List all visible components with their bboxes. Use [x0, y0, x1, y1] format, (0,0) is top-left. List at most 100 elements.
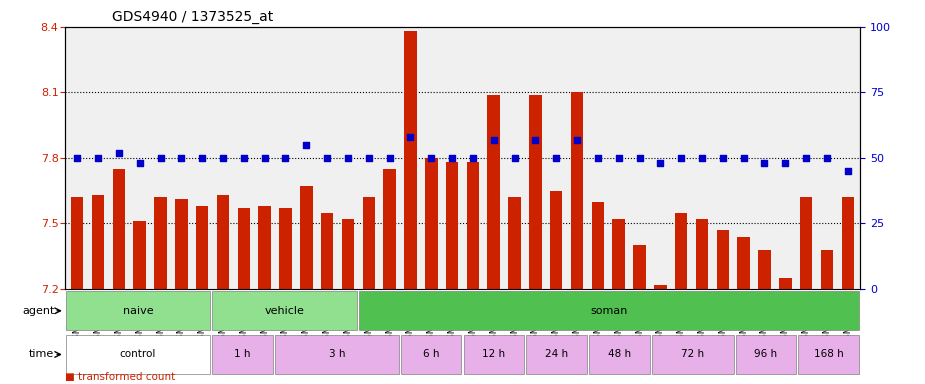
Point — [549, 155, 563, 161]
Point — [112, 150, 127, 156]
Point — [695, 155, 709, 161]
Bar — [321, 212, 333, 289]
Bar — [509, 197, 521, 289]
Point — [715, 155, 730, 161]
Bar — [279, 208, 291, 289]
Bar — [300, 186, 313, 289]
Bar — [612, 219, 625, 289]
Text: ■ transformed count: ■ transformed count — [65, 372, 175, 382]
Text: 48 h: 48 h — [608, 349, 631, 359]
Point — [154, 155, 168, 161]
Text: GDS4940 / 1373525_at: GDS4940 / 1373525_at — [113, 10, 274, 25]
Point — [736, 155, 751, 161]
FancyBboxPatch shape — [213, 291, 357, 331]
Point — [174, 155, 189, 161]
Bar — [446, 162, 458, 289]
Text: 3 h: 3 h — [328, 349, 345, 359]
Point — [340, 155, 355, 161]
Point — [465, 155, 480, 161]
Point — [320, 155, 335, 161]
Text: vehicle: vehicle — [265, 306, 304, 316]
FancyBboxPatch shape — [526, 335, 587, 374]
Point — [590, 155, 605, 161]
Point — [195, 155, 210, 161]
Bar — [238, 208, 250, 289]
Point — [653, 160, 668, 166]
Bar — [363, 197, 375, 289]
Point — [840, 168, 855, 174]
FancyBboxPatch shape — [66, 335, 210, 374]
Bar — [717, 230, 729, 289]
Point — [673, 155, 688, 161]
Point — [299, 142, 314, 148]
Point — [362, 155, 376, 161]
Bar — [71, 197, 83, 289]
Bar — [675, 212, 687, 289]
Text: time: time — [29, 349, 55, 359]
Text: 6 h: 6 h — [423, 349, 439, 359]
Point — [611, 155, 626, 161]
Text: 24 h: 24 h — [545, 349, 568, 359]
Point — [445, 155, 460, 161]
Bar — [758, 250, 771, 289]
FancyBboxPatch shape — [463, 335, 524, 374]
FancyBboxPatch shape — [66, 291, 210, 331]
Point — [507, 155, 522, 161]
Point — [778, 160, 793, 166]
Text: naive: naive — [123, 306, 154, 316]
Point — [132, 160, 147, 166]
Point — [91, 155, 105, 161]
Point — [528, 136, 543, 142]
FancyBboxPatch shape — [798, 335, 859, 374]
Bar — [842, 197, 854, 289]
Point — [278, 155, 293, 161]
FancyBboxPatch shape — [275, 335, 399, 374]
Point — [487, 136, 501, 142]
Text: 96 h: 96 h — [755, 349, 778, 359]
Bar — [779, 278, 792, 289]
Bar — [529, 94, 542, 289]
Bar — [634, 245, 646, 289]
Bar — [133, 221, 146, 289]
Bar — [425, 158, 438, 289]
Bar — [487, 94, 500, 289]
FancyBboxPatch shape — [735, 335, 796, 374]
Bar — [216, 195, 229, 289]
Bar — [696, 219, 709, 289]
Text: 168 h: 168 h — [814, 349, 844, 359]
Bar — [571, 93, 584, 289]
Text: soman: soman — [590, 306, 628, 316]
Point — [382, 155, 397, 161]
Point — [216, 155, 230, 161]
Point — [237, 155, 252, 161]
Bar — [92, 195, 105, 289]
Bar — [383, 169, 396, 289]
Text: 12 h: 12 h — [482, 349, 505, 359]
Point — [70, 155, 85, 161]
Bar — [154, 197, 166, 289]
Bar — [175, 199, 188, 289]
Point — [757, 160, 771, 166]
Point — [820, 155, 834, 161]
FancyBboxPatch shape — [359, 291, 859, 331]
Bar — [654, 285, 667, 289]
FancyBboxPatch shape — [401, 335, 462, 374]
Bar — [467, 162, 479, 289]
Bar — [113, 169, 125, 289]
Bar — [341, 219, 354, 289]
FancyBboxPatch shape — [213, 335, 273, 374]
Text: agent: agent — [22, 306, 55, 316]
Bar — [800, 197, 812, 289]
Text: 72 h: 72 h — [681, 349, 704, 359]
Point — [798, 155, 813, 161]
Point — [403, 134, 418, 140]
Point — [570, 136, 585, 142]
FancyBboxPatch shape — [652, 335, 734, 374]
Text: control: control — [120, 349, 156, 359]
Point — [257, 155, 272, 161]
Point — [632, 155, 647, 161]
Bar — [592, 202, 604, 289]
Bar — [550, 191, 562, 289]
Bar — [196, 206, 208, 289]
Bar — [737, 237, 750, 289]
